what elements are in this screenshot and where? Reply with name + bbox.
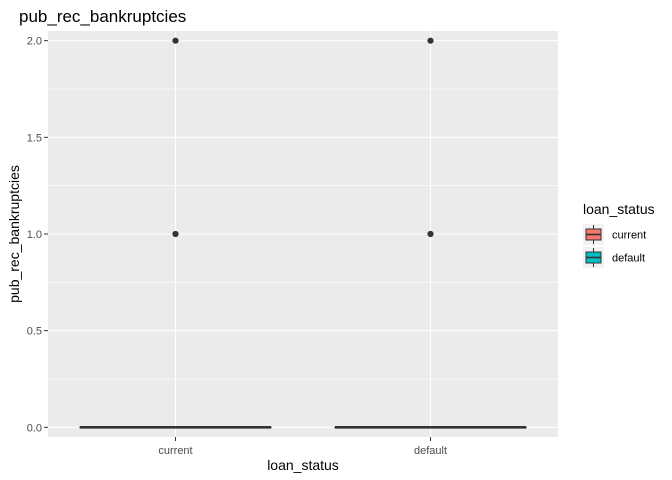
y-tick-label: 0.5 xyxy=(27,326,42,338)
y-tick-label: 1.0 xyxy=(27,229,42,241)
box-default xyxy=(334,37,527,429)
y-tick-label: 2.0 xyxy=(27,36,42,48)
legend: loan_status current default xyxy=(583,201,655,268)
x-axis: current default xyxy=(158,437,447,457)
outlier-point xyxy=(172,230,179,238)
legend-label-default: default xyxy=(612,253,645,265)
outlier-point xyxy=(427,37,434,44)
x-tick-label: current xyxy=(158,445,192,457)
chart-title: pub_rec_bankruptcies xyxy=(19,7,186,26)
y-axis: 0.0 0.5 1.0 1.5 2.0 xyxy=(27,36,48,434)
y-axis-title: pub_rec_bankruptcies xyxy=(6,165,22,303)
box-current xyxy=(79,37,272,429)
legend-label-current: current xyxy=(612,230,646,242)
y-tick-label: 0.0 xyxy=(27,422,42,434)
outlier-point xyxy=(172,37,179,44)
legend-key-default xyxy=(583,247,604,268)
legend-key-current xyxy=(583,224,604,245)
boxes xyxy=(79,37,527,429)
grid-minor xyxy=(48,88,558,380)
outlier-point xyxy=(427,230,434,238)
legend-title: loan_status xyxy=(583,201,655,217)
x-axis-title: loan_status xyxy=(267,457,339,473)
y-tick-label: 1.5 xyxy=(27,132,42,144)
x-tick-label: default xyxy=(414,445,447,457)
